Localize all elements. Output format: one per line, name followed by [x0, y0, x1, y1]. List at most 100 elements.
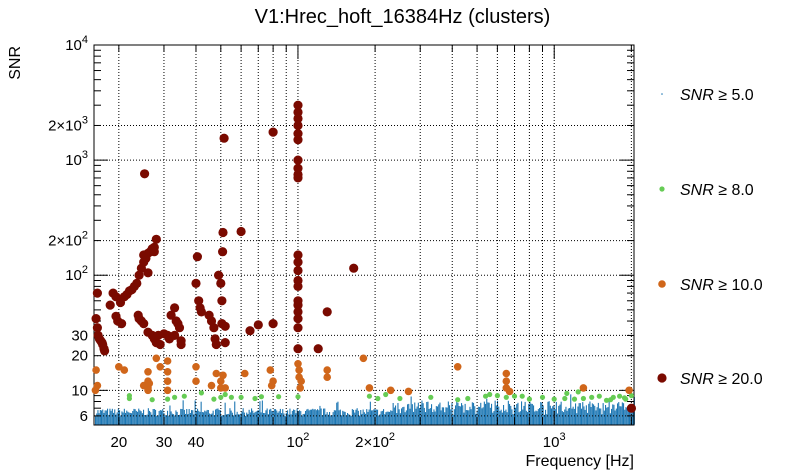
- data-point: [176, 339, 186, 350]
- data-point-snr5: [457, 402, 459, 425]
- data-point-snr5: [426, 402, 428, 425]
- x-axis-label: Frequency [Hz]: [526, 453, 634, 470]
- data-point-snr5: [595, 410, 597, 425]
- data-point-snr5: [409, 408, 411, 425]
- data-point-snr5: [353, 409, 355, 425]
- data-point-snr5: [452, 414, 454, 425]
- data-point-snr5: [144, 415, 146, 425]
- data-point-snr5: [149, 410, 151, 425]
- data-point: [91, 386, 100, 395]
- data-point-snr5: [273, 409, 275, 425]
- data-point: [465, 395, 471, 402]
- data-point: [293, 113, 303, 124]
- y-tick-label: 103: [65, 149, 88, 169]
- data-point: [397, 395, 403, 402]
- data-point-snr5: [284, 415, 286, 425]
- data-point: [134, 314, 144, 324]
- data-point-snr5: [175, 410, 177, 425]
- data-point-snr5: [315, 410, 317, 425]
- y-tick-label: 2×103: [48, 114, 88, 134]
- data-point: [191, 278, 201, 288]
- data-point-snr5: [276, 410, 278, 425]
- data-point-snr5: [339, 409, 341, 425]
- data-point: [92, 323, 102, 333]
- data-point-snr5: [96, 413, 98, 425]
- data-point-snr5: [234, 401, 236, 425]
- data-point-snr5: [230, 410, 232, 425]
- data-point-snr5: [252, 410, 254, 425]
- data-point-snr5: [313, 409, 315, 425]
- data-point: [143, 268, 153, 278]
- data-point-snr5: [389, 411, 391, 425]
- data-point-snr5: [279, 408, 281, 425]
- data-point-snr5: [503, 405, 505, 425]
- data-point-snr5: [95, 415, 97, 425]
- data-point-snr5: [522, 409, 524, 425]
- data-point-snr5: [374, 409, 376, 425]
- data-point-snr5: [379, 414, 381, 425]
- data-point-snr5: [308, 410, 310, 425]
- data-point-snr5: [366, 409, 368, 425]
- data-point-snr5: [289, 408, 291, 425]
- data-point-snr5: [493, 411, 495, 425]
- data-point-snr5: [132, 411, 134, 425]
- data-point-snr5: [618, 402, 620, 425]
- data-point-snr5: [114, 409, 116, 425]
- data-point-snr5: [602, 403, 604, 425]
- data-point: [241, 369, 249, 378]
- data-point-snr5: [113, 412, 115, 425]
- data-point-snr5: [221, 415, 223, 425]
- data-point-snr5: [516, 404, 518, 425]
- data-point: [580, 395, 587, 402]
- data-point-snr5: [512, 414, 514, 425]
- x-tick-label: 30: [156, 434, 173, 451]
- data-point-snr5: [486, 398, 488, 425]
- data-point-snr5: [386, 411, 388, 425]
- data-point: [625, 386, 633, 395]
- data-point-snr5: [614, 410, 616, 425]
- x-tick-label: 20: [110, 434, 127, 451]
- data-point-snr5: [564, 409, 566, 425]
- data-point: [539, 394, 546, 400]
- data-point-snr5: [287, 410, 289, 425]
- data-point: [617, 393, 623, 399]
- data-point-snr5: [498, 406, 500, 425]
- data-point-snr5: [587, 412, 589, 425]
- data-point-snr5: [275, 409, 277, 425]
- data-point-snr5: [609, 413, 611, 425]
- data-point-snr5: [347, 413, 349, 425]
- data-point-snr5: [326, 412, 328, 425]
- data-point-snr5: [581, 408, 583, 425]
- data-point-snr5: [111, 408, 113, 425]
- data-point-snr5: [615, 408, 617, 425]
- data-point-snr5: [140, 411, 142, 425]
- data-point-snr5: [596, 407, 598, 425]
- data-point-snr5: [261, 400, 263, 425]
- data-point: [487, 391, 493, 398]
- data-point-snr5: [253, 413, 255, 425]
- data-point-snr5: [206, 409, 208, 425]
- data-point-snr5: [588, 403, 590, 425]
- data-point: [293, 250, 303, 260]
- data-point-snr5: [549, 405, 551, 425]
- data-point-snr5: [134, 409, 136, 425]
- data-point-snr5: [362, 409, 364, 425]
- data-point-snr5: [507, 400, 509, 425]
- data-point-snr5: [606, 407, 608, 425]
- data-point-snr5: [396, 413, 398, 425]
- data-point-snr5: [537, 409, 539, 425]
- data-point: [132, 278, 142, 288]
- data-point: [628, 393, 635, 399]
- data-point-snr5: [210, 414, 212, 425]
- data-point: [349, 263, 359, 273]
- data-point-snr5: [421, 400, 423, 425]
- data-point: [323, 373, 332, 382]
- data-point-snr5: [157, 415, 159, 425]
- data-point: [295, 394, 301, 400]
- legend-marker: [659, 186, 665, 192]
- data-point-snr5: [415, 408, 417, 425]
- data-point-snr5: [267, 414, 269, 425]
- data-point-snr5: [135, 410, 137, 425]
- data-point-snr5: [548, 401, 550, 425]
- data-point-snr5: [566, 410, 568, 425]
